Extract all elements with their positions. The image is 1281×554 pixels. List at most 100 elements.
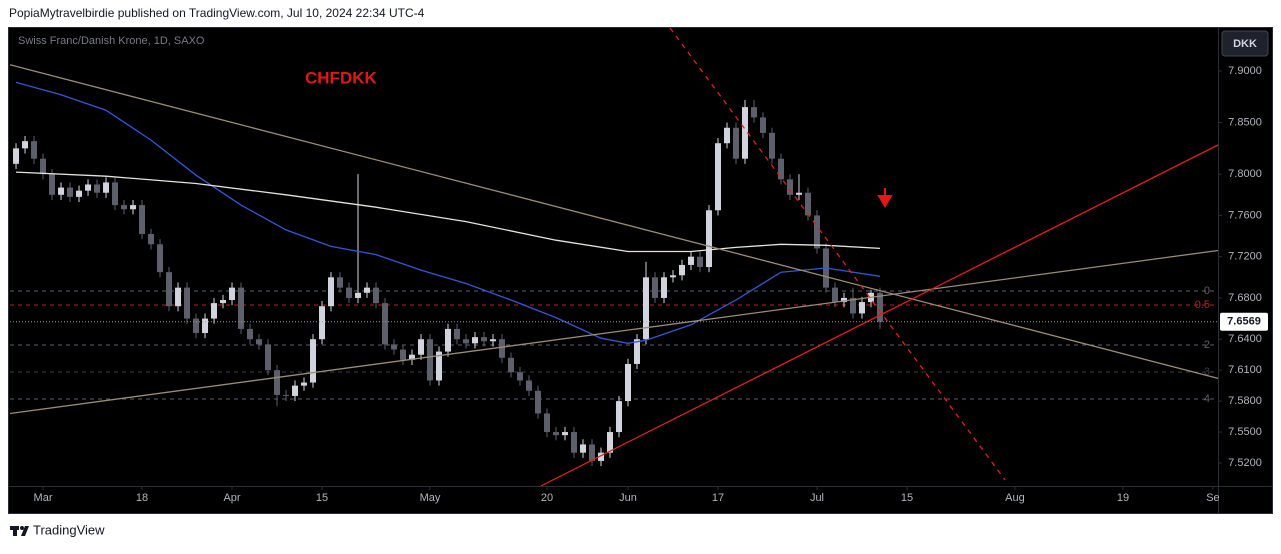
candle-body <box>579 444 586 453</box>
candle-body <box>795 192 802 195</box>
candle-body <box>139 205 146 234</box>
candle-body <box>166 272 173 307</box>
chart-title: CHFDKK <box>305 68 377 87</box>
candle-body <box>283 394 290 396</box>
candle-body <box>696 256 703 268</box>
x-tick-label: 15 <box>316 492 328 504</box>
candle-body <box>570 432 577 453</box>
x-tick-label: Se <box>1206 492 1219 504</box>
candle-body <box>597 452 604 461</box>
x-tick-label: Jul <box>810 492 824 504</box>
candle-body <box>220 300 227 304</box>
candle-body <box>499 339 506 358</box>
candle-body <box>130 205 137 210</box>
candle-body <box>310 339 317 383</box>
level-label: 0.5 <box>1195 299 1210 311</box>
x-tick-label: 19 <box>1117 492 1129 504</box>
y-tick-label: 7.6800 <box>1228 292 1262 304</box>
candle-body <box>849 297 856 314</box>
candle-body <box>508 357 515 373</box>
candle-body <box>76 190 83 197</box>
candle-body <box>750 107 757 118</box>
candle-body <box>319 306 326 340</box>
candle-body <box>768 132 775 159</box>
candle-body <box>112 182 119 206</box>
y-tick-label: 7.5500 <box>1228 426 1262 438</box>
candle-body <box>732 127 739 159</box>
candle-body <box>534 390 541 414</box>
candle-body <box>355 292 362 298</box>
candle-body <box>876 292 883 322</box>
candle-body <box>58 187 65 195</box>
candle-body <box>561 432 568 436</box>
candle-body <box>831 287 838 303</box>
candle-body <box>193 318 200 334</box>
candle-body <box>265 344 272 371</box>
candle-body <box>427 339 434 381</box>
logo-mark <box>20 526 24 530</box>
candle-body <box>292 385 299 396</box>
candle-body <box>202 318 209 334</box>
candle-body <box>418 339 425 355</box>
x-tick-label: 15 <box>901 492 913 504</box>
last-price-box <box>1220 312 1268 331</box>
y-tick-label: 7.5800 <box>1228 395 1262 407</box>
overlay-line <box>15 171 881 253</box>
candle-body <box>445 328 452 352</box>
overlay-line <box>9 64 1219 380</box>
candle-body <box>552 432 559 436</box>
level-label: 0 <box>1204 285 1210 297</box>
candle-body <box>85 184 92 191</box>
candle-body <box>678 264 685 276</box>
candle-body <box>382 303 389 345</box>
x-tick-label: Apr <box>223 492 240 504</box>
candle-body <box>660 277 667 298</box>
x-tick-label: Aug <box>1005 492 1025 504</box>
candle-body <box>705 210 712 268</box>
down-arrow <box>877 188 893 208</box>
candle-body <box>840 297 847 303</box>
level-label: 3 <box>1204 366 1210 378</box>
candle-body <box>157 244 164 273</box>
currency-label[interactable]: DKK <box>1233 38 1257 50</box>
candle-body <box>813 215 820 249</box>
candle-body <box>148 233 155 245</box>
logo-mark <box>21 526 29 536</box>
candle-body <box>337 277 344 288</box>
y-tick-label: 7.8500 <box>1228 116 1262 128</box>
x-tick-label: 17 <box>712 492 724 504</box>
candle-body <box>777 158 784 180</box>
candle-body <box>804 192 811 216</box>
candle-body <box>238 287 245 329</box>
candle-body <box>13 148 20 164</box>
candle-body <box>615 401 622 433</box>
candle-body <box>103 182 110 193</box>
y-tick-label: 7.6400 <box>1228 333 1262 345</box>
candle-body <box>606 432 613 453</box>
candle-body <box>346 287 353 298</box>
candle-body <box>400 349 407 360</box>
candle-body <box>31 141 38 159</box>
header: PopiaMytravelbirdie published on Trading… <box>9 6 425 20</box>
currency-button[interactable] <box>1221 30 1269 57</box>
candle-body <box>669 275 676 278</box>
candle-body <box>517 372 524 381</box>
level-label: 4 <box>1204 393 1210 405</box>
candle-body <box>858 302 865 314</box>
last-price-label: 7.6569 <box>1227 316 1261 328</box>
overlay-line <box>9 249 1219 415</box>
logo-mark <box>13 526 17 536</box>
overlay-line <box>669 27 1006 481</box>
y-tick-label: 7.7600 <box>1228 209 1262 221</box>
y-tick-label: 7.9000 <box>1228 65 1262 77</box>
candle-body <box>121 205 128 210</box>
candle-body <box>741 107 748 159</box>
level-label: 2 <box>1204 339 1210 351</box>
subtitle: Swiss Franc/Danish Krone, 1D, SAXO <box>18 35 205 47</box>
candle-body <box>786 179 793 195</box>
y-tick-label: 7.5200 <box>1228 457 1262 469</box>
y-tick-label: 7.7200 <box>1228 251 1262 263</box>
y-tick-label: 7.8000 <box>1228 168 1262 180</box>
